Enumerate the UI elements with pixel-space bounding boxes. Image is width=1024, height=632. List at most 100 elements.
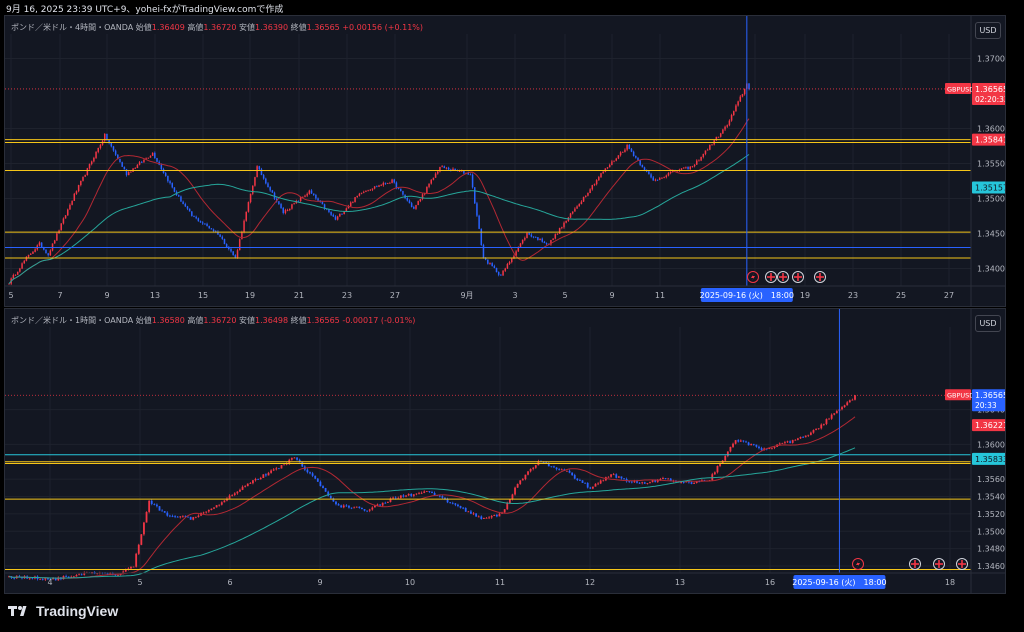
candle[interactable]	[62, 217, 65, 225]
candle[interactable]	[206, 222, 208, 227]
uk-flag-icon[interactable]	[777, 271, 789, 283]
candle[interactable]	[474, 186, 476, 205]
candle[interactable]	[476, 201, 478, 217]
candle[interactable]	[502, 269, 504, 276]
candle[interactable]	[221, 235, 224, 240]
candle[interactable]	[296, 457, 298, 461]
candle[interactable]	[47, 252, 49, 257]
candle[interactable]	[524, 236, 526, 242]
candle[interactable]	[417, 200, 419, 206]
candle[interactable]	[426, 186, 428, 194]
candle[interactable]	[598, 175, 600, 181]
candle[interactable]	[558, 227, 561, 234]
candle[interactable]	[804, 435, 807, 438]
candle[interactable]	[384, 501, 387, 504]
candle[interactable]	[332, 213, 335, 218]
candle[interactable]	[613, 160, 615, 163]
candle[interactable]	[39, 578, 42, 580]
candle[interactable]	[742, 440, 745, 443]
candle[interactable]	[797, 437, 799, 441]
candle[interactable]	[617, 155, 620, 160]
candle[interactable]	[643, 481, 646, 485]
candle[interactable]	[138, 161, 141, 166]
candle[interactable]	[230, 248, 232, 253]
economic-event-icon[interactable]	[747, 271, 759, 283]
candle[interactable]	[181, 515, 184, 518]
candle[interactable]	[378, 184, 380, 187]
candle[interactable]	[324, 487, 327, 492]
candle[interactable]	[734, 440, 737, 445]
candle[interactable]	[340, 504, 343, 508]
candle[interactable]	[371, 506, 374, 511]
candle[interactable]	[771, 447, 773, 450]
candle[interactable]	[635, 155, 637, 159]
candle[interactable]	[399, 495, 402, 500]
candle[interactable]	[271, 189, 274, 193]
candle[interactable]	[134, 167, 136, 169]
candle[interactable]	[97, 147, 99, 154]
candle[interactable]	[246, 483, 249, 487]
candle[interactable]	[265, 473, 267, 477]
candle[interactable]	[576, 478, 579, 482]
candle[interactable]	[490, 514, 493, 519]
candle[interactable]	[632, 150, 635, 157]
candle[interactable]	[704, 150, 707, 156]
candle[interactable]	[158, 160, 160, 166]
candle[interactable]	[537, 237, 539, 241]
candle[interactable]	[413, 205, 415, 210]
candle[interactable]	[475, 513, 478, 517]
candle[interactable]	[532, 236, 535, 239]
candle[interactable]	[652, 175, 654, 181]
candle[interactable]	[315, 193, 317, 200]
candle[interactable]	[219, 233, 221, 238]
candle[interactable]	[252, 185, 254, 196]
candle[interactable]	[706, 148, 709, 151]
candle[interactable]	[290, 457, 293, 461]
candle[interactable]	[332, 497, 335, 502]
candle[interactable]	[611, 159, 613, 166]
candle[interactable]	[835, 409, 838, 414]
candle[interactable]	[750, 443, 753, 446]
chart-4h[interactable]: ポンド／米ドル・4時間・OANDA 始値1.36409 高値1.36720 安値…	[4, 15, 1006, 307]
candle[interactable]	[218, 504, 221, 507]
candle[interactable]	[444, 497, 446, 501]
candle[interactable]	[825, 418, 828, 426]
candle[interactable]	[335, 501, 337, 506]
candle[interactable]	[345, 207, 348, 212]
candle[interactable]	[192, 516, 195, 521]
candle[interactable]	[737, 100, 739, 107]
candle[interactable]	[799, 436, 802, 440]
candle[interactable]	[389, 181, 391, 184]
candle[interactable]	[69, 203, 71, 210]
candle[interactable]	[669, 171, 672, 175]
candle[interactable]	[415, 204, 417, 210]
candle[interactable]	[470, 510, 472, 515]
candle[interactable]	[363, 190, 365, 194]
candle[interactable]	[393, 178, 395, 184]
candle[interactable]	[457, 503, 459, 508]
candle[interactable]	[187, 516, 189, 518]
candle[interactable]	[667, 172, 670, 177]
candle[interactable]	[19, 267, 21, 273]
candle[interactable]	[306, 468, 309, 474]
candle[interactable]	[480, 228, 483, 246]
candle[interactable]	[166, 511, 169, 517]
candle[interactable]	[354, 196, 356, 203]
candle[interactable]	[210, 228, 213, 230]
currency-button[interactable]: USD	[975, 22, 1001, 39]
candle[interactable]	[534, 236, 537, 238]
candle[interactable]	[123, 166, 126, 170]
candle[interactable]	[121, 161, 123, 167]
candle[interactable]	[571, 211, 574, 215]
candle[interactable]	[406, 197, 409, 202]
candle[interactable]	[781, 442, 784, 444]
candle[interactable]	[110, 142, 113, 148]
candle[interactable]	[665, 174, 668, 179]
candle[interactable]	[78, 573, 80, 576]
candle[interactable]	[336, 215, 339, 221]
candle[interactable]	[283, 464, 285, 466]
candle[interactable]	[582, 196, 585, 202]
candle[interactable]	[265, 177, 267, 185]
candle[interactable]	[514, 486, 516, 496]
candle[interactable]	[477, 515, 480, 518]
